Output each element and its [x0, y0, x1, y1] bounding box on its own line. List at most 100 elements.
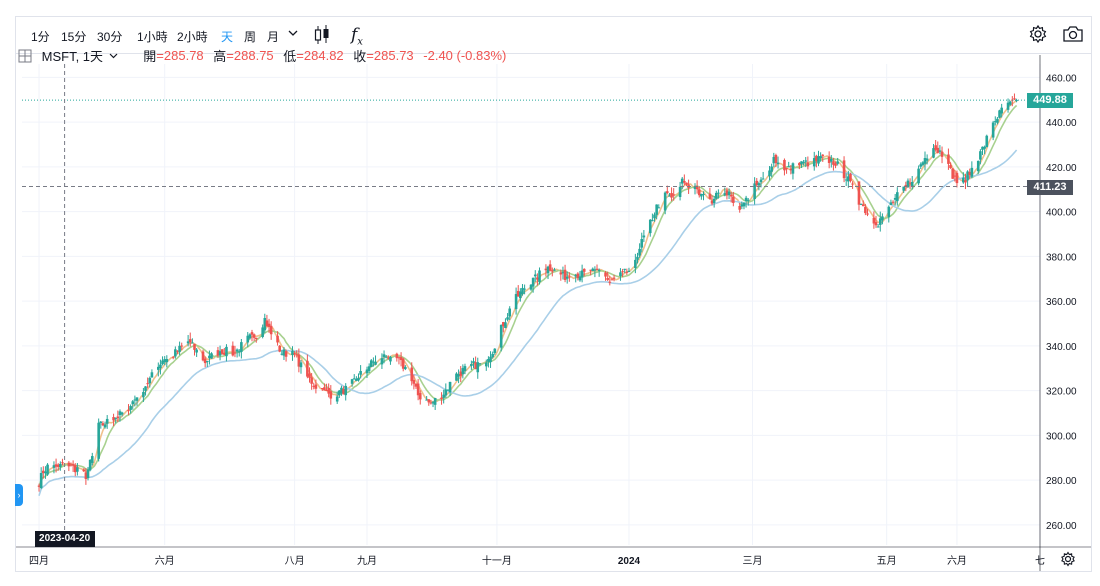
- ma-fast-line: [38, 99, 1018, 488]
- candle-body: [118, 411, 122, 416]
- candle-body: [382, 354, 386, 357]
- grid-icon[interactable]: [18, 49, 32, 63]
- candle-body: [695, 186, 699, 190]
- gear-icon[interactable]: [1028, 24, 1048, 44]
- candle-body: [246, 335, 250, 343]
- candle-body: [418, 393, 422, 400]
- candle-body: [474, 362, 477, 370]
- candle-body: [550, 270, 554, 272]
- candle-body: [906, 180, 910, 188]
- candle-body: [668, 195, 671, 197]
- candle-body: [478, 363, 482, 365]
- candle-body: [672, 194, 675, 196]
- candle-body: [210, 353, 213, 359]
- candle-body: [947, 154, 950, 164]
- candle-body: [548, 264, 552, 271]
- candle-body: [397, 357, 401, 359]
- timeframe-1hour[interactable]: 1小時: [137, 30, 168, 44]
- axis-settings-icon[interactable]: [1060, 551, 1076, 567]
- candlestick-icon[interactable]: [313, 24, 331, 46]
- candle-body: [380, 358, 384, 365]
- candle-body: [193, 343, 196, 350]
- candle-body: [680, 178, 684, 184]
- candle-body: [59, 463, 62, 468]
- timeframe-2hour[interactable]: 2小時: [177, 30, 208, 44]
- candle-body: [725, 190, 729, 196]
- candle-body: [335, 396, 339, 402]
- candle-body: [344, 385, 348, 396]
- candle-body: [431, 402, 435, 404]
- timeframe-week[interactable]: 周: [244, 30, 257, 44]
- candle-body: [54, 464, 58, 467]
- candle-body: [429, 402, 433, 404]
- candle-body: [612, 277, 616, 279]
- candle-body: [729, 194, 733, 197]
- candle-body: [574, 275, 578, 277]
- candle-body: [776, 162, 780, 164]
- candle-body: [470, 364, 473, 366]
- chart-grid: [22, 64, 1041, 545]
- candle-body: [201, 351, 205, 361]
- candle-body: [191, 342, 194, 344]
- candle-body: [472, 361, 475, 364]
- expand-panel-button[interactable]: ›: [15, 484, 23, 506]
- x-tick-label: 六月: [155, 555, 175, 567]
- chevron-down-icon[interactable]: [288, 28, 298, 40]
- candle-body: [619, 272, 622, 277]
- timeframe-15min[interactable]: 15分: [61, 30, 87, 44]
- candle-body: [753, 183, 756, 199]
- candle-body: [832, 161, 835, 165]
- candle-body: [205, 360, 209, 362]
- symbol-label[interactable]: MSFT, 1天: [41, 49, 104, 64]
- candle-body: [742, 202, 746, 207]
- candle-body: [625, 271, 629, 273]
- candle-body: [514, 294, 518, 310]
- candle-body: [648, 219, 652, 234]
- fx-sub: x: [357, 36, 363, 48]
- candle-body: [69, 464, 73, 466]
- candle-body: [237, 351, 241, 353]
- candle-body: [962, 177, 965, 183]
- candle-body: [827, 156, 831, 163]
- candle-body: [448, 381, 452, 393]
- candle-body: [250, 332, 254, 335]
- symbol-chevron-icon[interactable]: [109, 51, 118, 60]
- candle-body: [531, 277, 535, 287]
- candle-body: [829, 158, 833, 162]
- candle-body: [340, 387, 343, 394]
- candle-body: [161, 360, 164, 365]
- candle-body: [910, 181, 914, 187]
- candle-body: [768, 170, 771, 177]
- candle-body: [73, 465, 77, 473]
- candle-body: [225, 346, 228, 357]
- candle-body: [459, 371, 463, 376]
- timeframe-month[interactable]: 月: [267, 30, 280, 44]
- candle-body: [52, 465, 56, 468]
- candle-body: [1006, 102, 1010, 110]
- fx-icon[interactable]: fx: [351, 25, 363, 47]
- candle-body: [491, 353, 494, 358]
- candle-body: [195, 349, 198, 353]
- candle-body: [985, 135, 989, 148]
- candle-body: [544, 268, 548, 271]
- candle-body: [433, 398, 437, 405]
- candle-body: [188, 339, 192, 343]
- timeframe-day[interactable]: 天: [221, 30, 234, 44]
- candle-body: [46, 464, 49, 475]
- x-tick-label: 八月: [285, 555, 305, 567]
- timeframe-1min[interactable]: 1分: [31, 30, 50, 44]
- candle-body: [129, 406, 132, 410]
- candle-body: [627, 271, 631, 273]
- candle-body: [712, 198, 716, 204]
- candle-body: [533, 274, 537, 277]
- candle-body: [546, 266, 550, 274]
- candle-body: [921, 162, 925, 165]
- camera-icon[interactable]: [1062, 24, 1084, 44]
- candle-body: [917, 168, 920, 184]
- candle-body: [864, 206, 867, 214]
- candle-body: [951, 168, 954, 179]
- candle-body: [966, 171, 969, 181]
- timeframe-30min[interactable]: 30分: [97, 30, 123, 44]
- candle-body: [576, 273, 580, 278]
